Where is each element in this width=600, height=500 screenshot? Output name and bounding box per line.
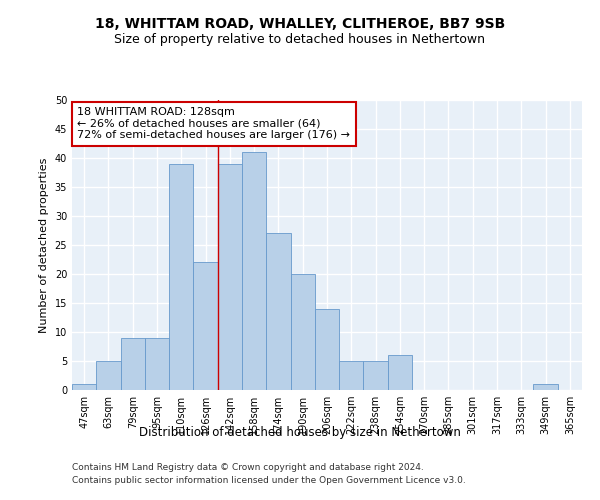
Bar [193,262,218,390]
Text: 18 WHITTAM ROAD: 128sqm
← 26% of detached houses are smaller (64)
72% of semi-de: 18 WHITTAM ROAD: 128sqm ← 26% of detache… [77,108,350,140]
Bar [96,361,121,390]
Bar [242,152,266,390]
Bar [290,274,315,390]
Bar [533,384,558,390]
Bar [169,164,193,390]
Bar [339,361,364,390]
Text: 18, WHITTAM ROAD, WHALLEY, CLITHEROE, BB7 9SB: 18, WHITTAM ROAD, WHALLEY, CLITHEROE, BB… [95,18,505,32]
Text: Distribution of detached houses by size in Nethertown: Distribution of detached houses by size … [139,426,461,439]
Text: Contains HM Land Registry data © Crown copyright and database right 2024.: Contains HM Land Registry data © Crown c… [72,464,424,472]
Text: Contains public sector information licensed under the Open Government Licence v3: Contains public sector information licen… [72,476,466,485]
Bar [266,234,290,390]
Bar [145,338,169,390]
Bar [121,338,145,390]
Bar [218,164,242,390]
Bar [364,361,388,390]
Bar [72,384,96,390]
Bar [388,355,412,390]
Bar [315,309,339,390]
Y-axis label: Number of detached properties: Number of detached properties [39,158,49,332]
Text: Size of property relative to detached houses in Nethertown: Size of property relative to detached ho… [115,32,485,46]
